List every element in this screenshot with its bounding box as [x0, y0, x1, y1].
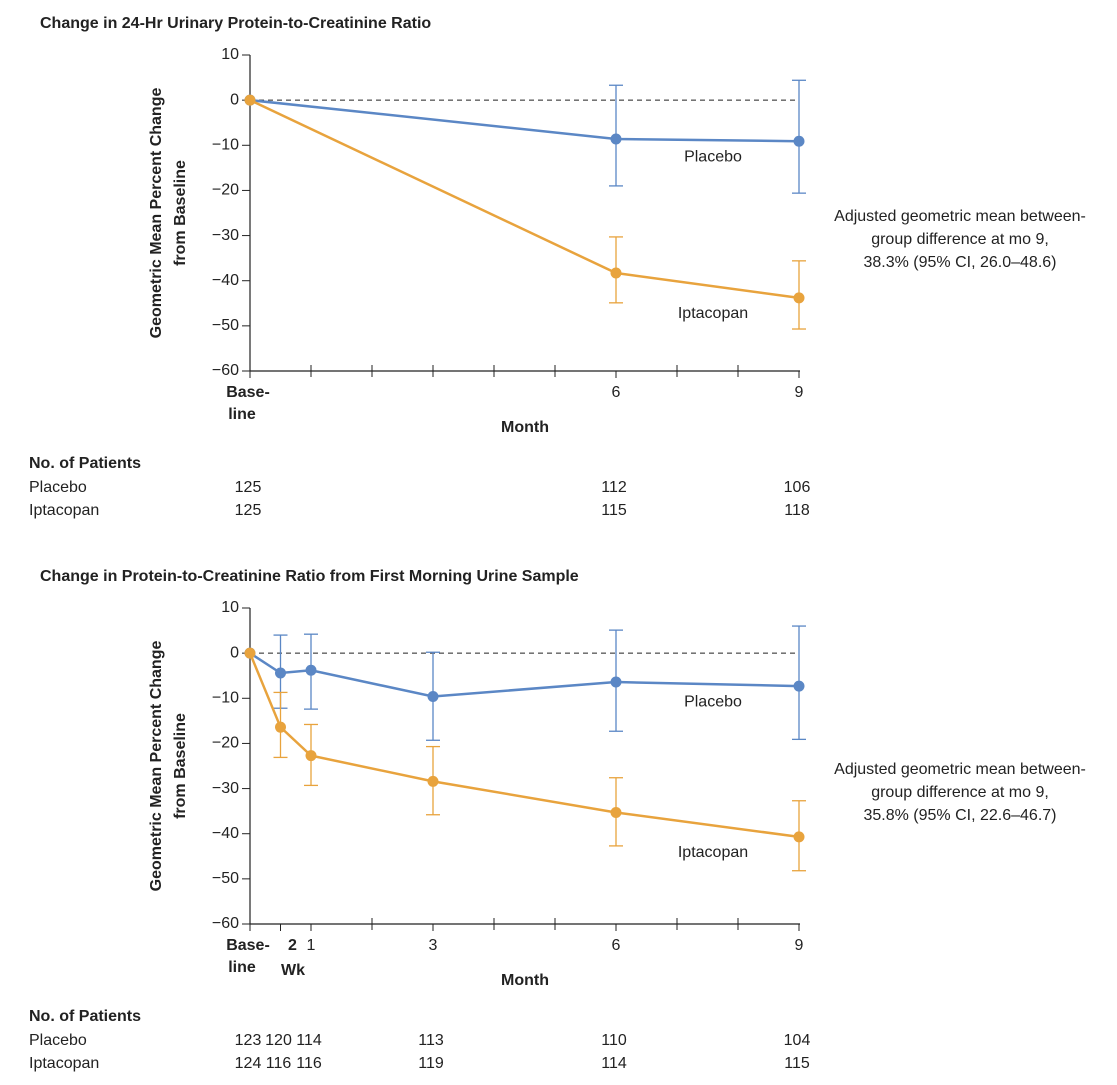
series-line: [248, 652, 800, 839]
data-point: [610, 267, 622, 279]
data-point: [793, 680, 805, 692]
y-tick-label: −10: [212, 137, 239, 154]
y-axis-label: from Baseline: [172, 160, 189, 266]
annotation: 35.8% (95% CI, 22.6–46.7): [863, 807, 1056, 824]
y-tick-label: −40: [212, 825, 239, 842]
series-line: [249, 98, 800, 143]
data-point: [244, 647, 256, 659]
at-risk-row-name: Placebo: [29, 479, 87, 496]
data-point: [793, 135, 805, 147]
y-tick-label: −10: [212, 690, 239, 707]
series-label: Placebo: [684, 148, 742, 165]
y-tick-label: −40: [212, 272, 239, 289]
annotation: group difference at mo 9,: [871, 231, 1049, 248]
x-tick-label: 9: [795, 384, 804, 401]
x-axis-label: Month: [501, 972, 549, 989]
series-label: Iptacopan: [678, 305, 748, 322]
at-risk-row-name: Iptacopan: [29, 1055, 99, 1072]
data-point: [610, 806, 622, 818]
x-tick-label: 1: [307, 937, 316, 954]
at-risk-value: 119: [418, 1055, 444, 1072]
data-point: [305, 750, 317, 762]
y-tick-label: −30: [212, 227, 239, 244]
data-point: [793, 292, 805, 304]
at-risk-title: No. of Patients: [29, 455, 141, 472]
data-point: [275, 667, 286, 679]
at-risk-value: 104: [784, 1032, 811, 1049]
y-tick-label: −30: [212, 780, 239, 797]
x-tick-label: line: [228, 959, 256, 976]
x-tick-label: 6: [612, 384, 621, 401]
y-tick-label: 0: [230, 91, 239, 108]
at-risk-title: No. of Patients: [29, 1008, 141, 1025]
at-risk-value: 116: [296, 1055, 322, 1072]
y-tick-label: −50: [212, 870, 239, 887]
x-axis-label: Month: [501, 419, 549, 436]
at-risk-value: 123: [235, 1032, 262, 1049]
x-tick-label: 9: [795, 937, 804, 954]
at-risk-value: 125: [235, 479, 262, 496]
at-risk-value: 106: [784, 479, 811, 496]
data-point: [427, 690, 439, 702]
at-risk-value: 115: [784, 1055, 810, 1072]
y-tick-label: −60: [212, 362, 239, 379]
x-tick-label: Base-: [226, 937, 270, 954]
y-tick-label: 0: [230, 644, 239, 661]
at-risk-value: 115: [601, 502, 627, 519]
at-risk-value: 112: [601, 479, 627, 496]
series-label: Placebo: [684, 693, 742, 710]
at-risk-value: 116: [266, 1055, 292, 1072]
at-risk-value: 120: [265, 1032, 292, 1049]
y-axis-label: from Baseline: [172, 713, 189, 819]
data-point: [610, 133, 622, 145]
x-tick-label: line: [228, 406, 256, 423]
at-risk-value: 124: [235, 1055, 262, 1072]
annotation: Adjusted geometric mean between-: [834, 761, 1086, 778]
week-label: Wk: [281, 962, 305, 979]
at-risk-row-name: Iptacopan: [29, 502, 99, 519]
series-line: [249, 652, 800, 698]
x-tick-label: 6: [612, 937, 621, 954]
y-tick-label: −20: [212, 735, 239, 752]
y-tick-label: −60: [212, 915, 239, 932]
at-risk-value: 118: [784, 502, 810, 519]
data-point: [610, 676, 622, 688]
y-tick-label: −20: [212, 182, 239, 199]
y-tick-label: 10: [221, 599, 239, 616]
x-tick-label: 2: [288, 937, 297, 954]
y-tick-label: 10: [221, 46, 239, 63]
data-point: [793, 831, 805, 843]
at-risk-row-name: Placebo: [29, 1032, 87, 1049]
annotation: 38.3% (95% CI, 26.0–48.6): [863, 254, 1056, 271]
at-risk-value: 114: [296, 1032, 322, 1049]
data-point: [305, 664, 317, 676]
at-risk-value: 110: [601, 1032, 627, 1049]
x-tick-label: 3: [429, 937, 438, 954]
data-point: [275, 721, 286, 733]
annotation: Adjusted geometric mean between-: [834, 208, 1086, 225]
chart-title: Change in 24-Hr Urinary Protein-to-Creat…: [40, 15, 431, 32]
data-point: [244, 94, 256, 106]
at-risk-value: 114: [601, 1055, 627, 1072]
chart-title: Change in Protein-to-Creatinine Ratio fr…: [40, 568, 579, 585]
annotation: group difference at mo 9,: [871, 784, 1049, 801]
at-risk-value: 113: [418, 1032, 444, 1049]
x-tick-label: Base-: [226, 384, 270, 401]
y-tick-label: −50: [212, 317, 239, 334]
y-axis-label: Geometric Mean Percent Change: [148, 88, 165, 339]
data-point: [427, 775, 439, 787]
series-label: Iptacopan: [678, 844, 748, 861]
at-risk-value: 125: [235, 502, 262, 519]
y-axis-label: Geometric Mean Percent Change: [148, 641, 165, 892]
